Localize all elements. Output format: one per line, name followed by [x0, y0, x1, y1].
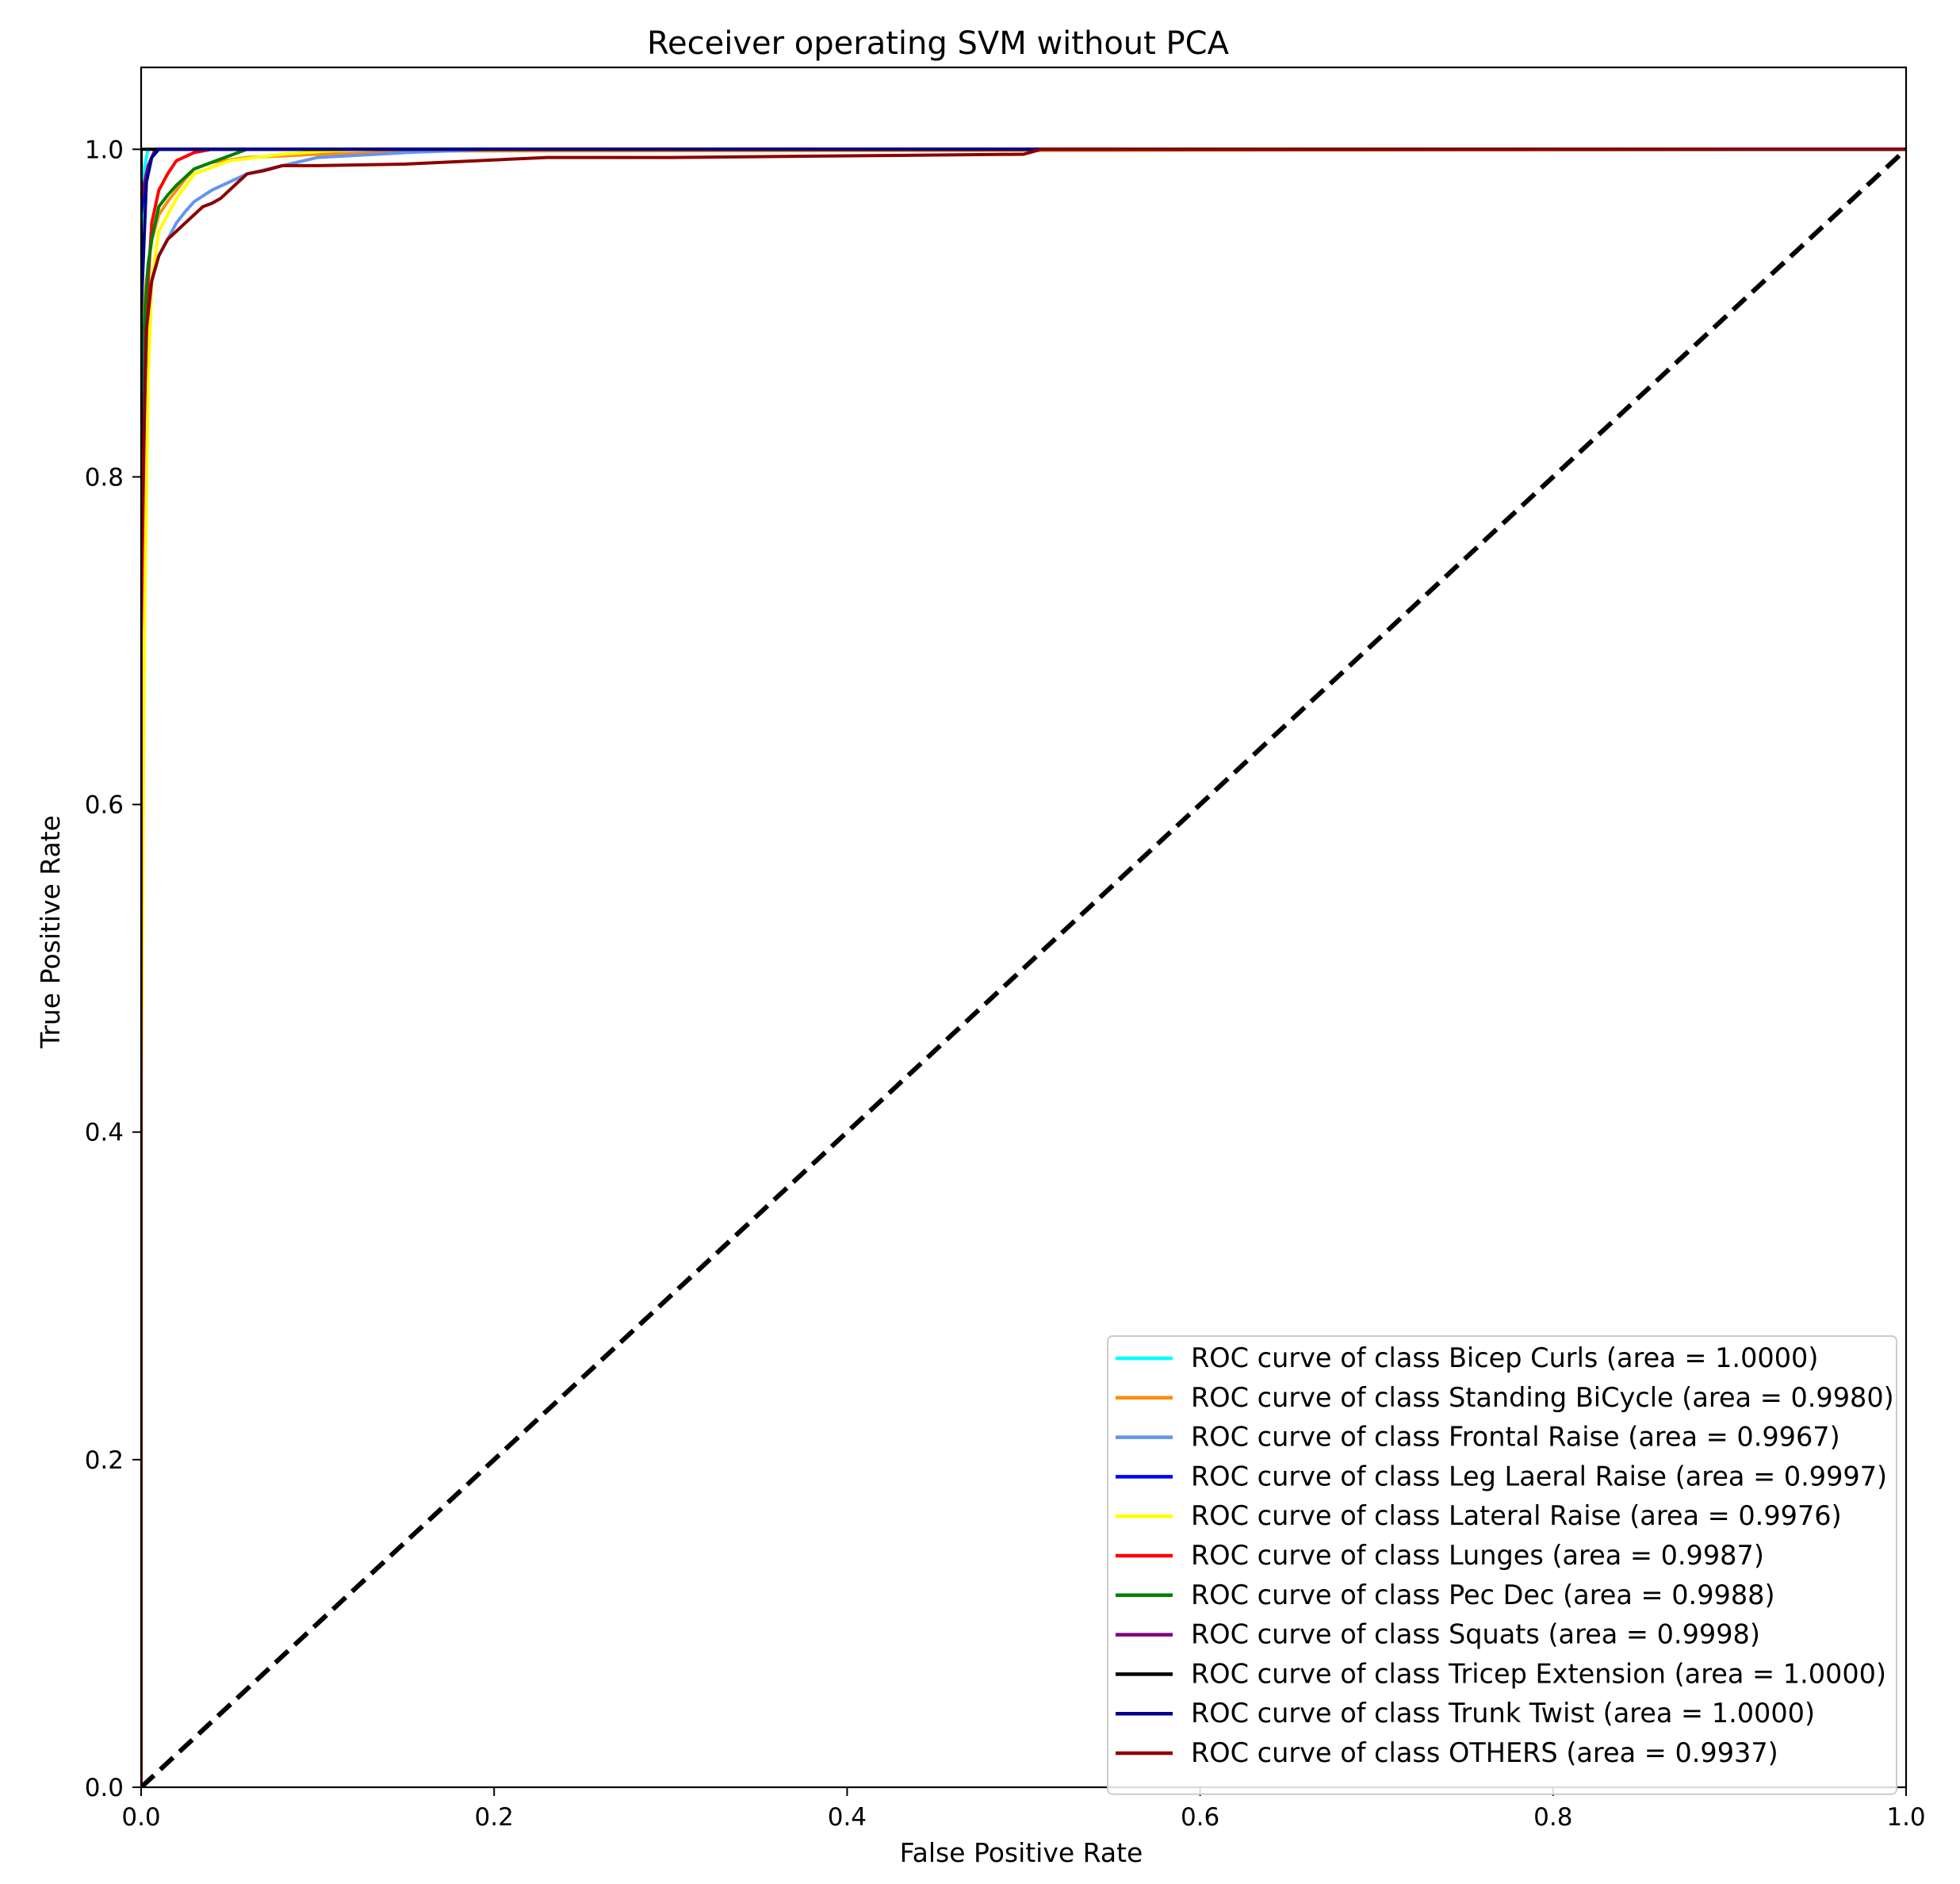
- x-tick-label: 0.4: [828, 1803, 867, 1832]
- axes: 0.0 0.2 0.4 0.6 0.8 1.0 0.0 0.2 0.4 0.6 0.8 1.0: [85, 66, 1926, 1832]
- axes-frame: [140, 66, 1908, 1789]
- y-tick-label: 0.6: [85, 791, 124, 820]
- x-tick-label: 0.0: [121, 1803, 160, 1832]
- legend-entry: ROC curve of class Frontal Raise (area =…: [1191, 1422, 1840, 1453]
- y-tick-label: 0.2: [85, 1446, 124, 1475]
- legend-entry: ROC curve of class Standing BiCycle (are…: [1191, 1382, 1894, 1413]
- x-tick-label: 1.0: [1886, 1803, 1925, 1832]
- x-axis-label: False Positive Rate: [900, 1837, 1143, 1868]
- x-tick-label: 0.6: [1181, 1803, 1219, 1832]
- y-tick-label: 1.0: [85, 136, 124, 164]
- chart-title: Receiver operating SVM without PCA: [647, 25, 1230, 62]
- legend-entry: ROC curve of class OTHERS (area = 0.9937…: [1191, 1737, 1778, 1768]
- roc-curve-10: [141, 147, 1906, 1787]
- legend-entry: ROC curve of class Trunk Twist (area = 1…: [1191, 1698, 1815, 1729]
- legend-entry: ROC curve of class Bicep Curls (area = 1…: [1191, 1342, 1818, 1373]
- legend-entry: ROC curve of class Lunges (area = 0.9987…: [1191, 1540, 1764, 1571]
- x-tick-label: 0.2: [475, 1803, 514, 1832]
- legend-entry: ROC curve of class Leg Laeral Raise (are…: [1191, 1461, 1887, 1492]
- y-axis-label: True Positive Rate: [35, 815, 66, 1049]
- legend-entry: ROC curve of class Tricep Extension (are…: [1191, 1658, 1886, 1689]
- legend: ROC curve of class Bicep Curls (area = 1…: [1107, 1335, 1897, 1795]
- legend-entry: ROC curve of class Lateral Raise (area =…: [1191, 1500, 1842, 1531]
- plot-area: [141, 147, 1906, 1787]
- y-tick-label: 0.4: [85, 1119, 124, 1147]
- roc-curve-4: [141, 147, 1906, 1787]
- roc-curve-6: [141, 147, 1906, 1787]
- legend-entry: ROC curve of class Pec Dec (area = 0.998…: [1191, 1580, 1775, 1610]
- x-tick-label: 0.8: [1533, 1803, 1572, 1832]
- curves-group: [141, 147, 1906, 1787]
- chance-diagonal-line: [141, 147, 1906, 1787]
- legend-box: [1107, 1335, 1897, 1795]
- y-tick-label: 0.8: [85, 463, 124, 492]
- legend-entry: ROC curve of class Squats (area = 0.9998…: [1191, 1619, 1760, 1650]
- y-tick-label: 0.0: [85, 1774, 124, 1802]
